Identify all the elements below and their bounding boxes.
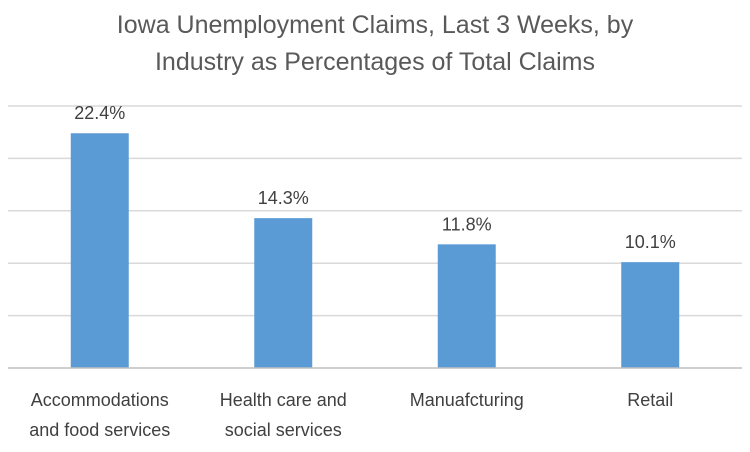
gridlines: [8, 105, 742, 317]
category-label-2-line-2: social services: [225, 420, 342, 440]
bar-1: [70, 133, 129, 368]
data-label-2: 14.3%: [258, 188, 309, 208]
category-label-4-line-1: Retail: [627, 390, 673, 410]
category-label-2-line-1: Health care and: [220, 390, 347, 410]
bars: [70, 133, 680, 368]
bar-3: [437, 244, 496, 368]
chart-title-line-1: Iowa Unemployment Claims, Last 3 Weeks, …: [117, 11, 634, 39]
data-label-3: 11.8%: [442, 214, 492, 234]
category-labels: Accommodations and food services Health ca…: [29, 390, 673, 440]
chart-title-line-2: Industry as Percentages of Total Claims: [155, 48, 595, 76]
category-label-1-line-2: and food services: [29, 420, 170, 440]
data-label-4: 10.1%: [625, 232, 676, 252]
category-label-1-line-1: Accommodations: [31, 390, 169, 410]
data-labels: 22.4% 14.3% 11.8% 10.1%: [74, 103, 676, 252]
bar-2: [254, 218, 313, 368]
data-label-1: 22.4%: [74, 103, 125, 123]
bar-4: [621, 262, 680, 368]
category-label-3-line-1: Manuafcturing: [410, 390, 524, 410]
